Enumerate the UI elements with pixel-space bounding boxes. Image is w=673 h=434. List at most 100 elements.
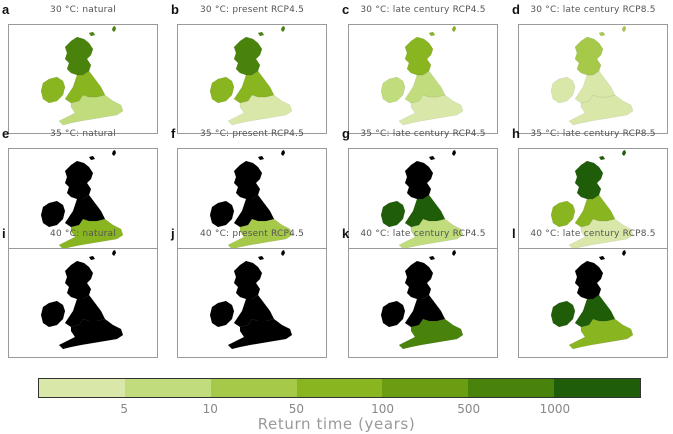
scotland-region [574,260,604,300]
northern-england-wales-region [404,70,446,104]
colorbar-tick-label: 500 [457,402,481,416]
map-panel-e [8,148,158,258]
uk-map [209,249,293,350]
shetland-region [451,149,457,157]
southern-england-region [227,318,293,350]
uk-map [209,25,293,126]
southern-england-region [568,218,634,250]
southern-england-region [227,94,293,126]
southern-england-region [398,94,464,126]
orkney-region [257,155,265,161]
northern-england-wales-region [233,194,275,228]
orkney-region [598,31,606,37]
colorbar-segment [382,379,469,397]
ireland-region [550,200,576,228]
panel-letter: k [342,226,350,241]
orkney-region [88,31,96,37]
map-panel-g [348,148,498,258]
panel-title: 30 °C: late century RCP8.5 [530,5,656,15]
shetland-region [451,25,457,33]
scotland-region [574,160,604,200]
panel-title: 40 °C: late century RCP8.5 [530,229,656,239]
shetland-region [111,25,117,33]
ireland-region [40,300,66,328]
ireland-region [209,200,235,228]
panel-title: 30 °C: late century RCP4.5 [360,5,486,15]
panel-title: 35 °C: late century RCP8.5 [530,129,656,139]
shetland-region [621,249,627,257]
ireland-region [40,76,66,104]
uk-map [550,149,634,250]
colorbar-tick-label: 100 [371,402,395,416]
colorbar-segment [296,379,383,397]
northern-england-wales-region [233,70,275,104]
colorbar-tick-label: 5 [120,402,128,416]
ireland-region [550,300,576,328]
scotland-region [233,160,263,200]
southern-england-region [398,218,464,250]
map-panel-l [518,248,668,358]
shetland-region [111,149,117,157]
uk-map [380,149,464,250]
shetland-region [280,25,286,33]
panel-letter: l [512,226,516,241]
orkney-region [428,31,436,37]
scotland-region [64,160,94,200]
colorbar-segment [124,379,211,397]
uk-map [550,249,634,350]
scotland-region [404,36,434,76]
colorbar-segment [554,379,641,397]
panel-letter: d [512,2,520,17]
northern-england-wales-region [574,70,616,104]
orkney-region [88,255,96,261]
uk-map [40,249,124,350]
colorbar-segment [468,379,555,397]
map-panel-c [348,24,498,134]
colorbar-tick-label: 10 [202,402,218,416]
panel-letter: c [342,2,350,17]
northern-england-wales-region [64,194,106,228]
northern-england-wales-region [404,194,446,228]
panel-letter: b [171,2,179,17]
uk-map [380,25,464,126]
panel-letter: e [2,126,10,141]
ireland-region [209,76,235,104]
panel-title: 35 °C: late century RCP4.5 [360,129,486,139]
southern-england-region [568,94,634,126]
orkney-region [428,155,436,161]
ireland-region [380,300,406,328]
panel-letter: a [2,2,10,17]
panel-title: 40 °C: present RCP4.5 [199,229,305,239]
shetland-region [621,149,627,157]
uk-map [40,25,124,126]
northern-england-wales-region [404,294,446,328]
shetland-region [280,149,286,157]
orkney-region [257,255,265,261]
colorbar-title: Return time (years) [257,415,416,433]
shetland-region [621,25,627,33]
colorbar [38,378,641,398]
orkney-region [428,255,436,261]
southern-england-region [227,218,293,250]
colorbar-tick-label: 50 [288,402,305,416]
map-panel-j [177,248,327,358]
panel-title: 30 °C: present RCP4.5 [199,5,305,15]
southern-england-region [568,318,634,350]
southern-england-region [398,318,464,350]
map-panel-k [348,248,498,358]
panel-letter: j [171,226,175,241]
southern-england-region [58,218,124,250]
map-panel-f [177,148,327,258]
uk-map [40,149,124,250]
orkney-region [257,31,265,37]
ireland-region [209,300,235,328]
northern-england-wales-region [64,70,106,104]
scotland-region [64,260,94,300]
shetland-region [280,249,286,257]
shetland-region [451,249,457,257]
northern-england-wales-region [574,194,616,228]
panel-title: 40 °C: late century RCP4.5 [360,229,486,239]
scotland-region [64,36,94,76]
panel-title: 35 °C: natural [50,129,116,139]
orkney-region [598,155,606,161]
